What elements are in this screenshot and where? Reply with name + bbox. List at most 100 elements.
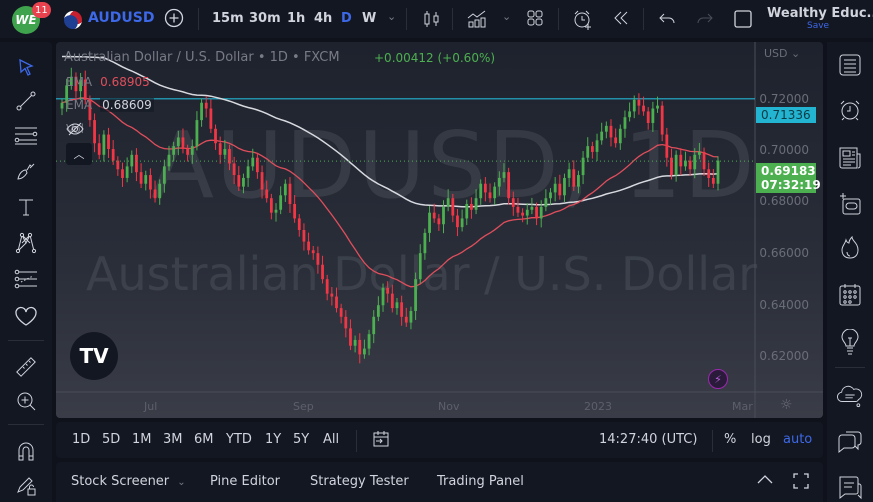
indicators-icon[interactable] — [466, 9, 488, 33]
watchlist-icon[interactable] — [837, 52, 863, 78]
expand-panel-chevron-up-icon[interactable] — [756, 472, 774, 490]
log-scale-toggle[interactable]: log — [751, 432, 771, 447]
divider — [558, 8, 559, 30]
text-tool-icon[interactable] — [13, 194, 39, 220]
percent-scale-toggle[interactable]: % — [724, 432, 737, 447]
indicator-ema-fast[interactable]: EMA 0.68905 — [66, 75, 150, 89]
public-chats-icon[interactable] — [837, 428, 863, 454]
private-messages-icon[interactable] — [837, 474, 863, 500]
hotlists-flame-icon[interactable] — [837, 235, 863, 261]
data-window-add-icon[interactable] — [837, 190, 863, 216]
calendar-icon[interactable] — [837, 282, 863, 308]
range-1m[interactable]: 1M — [132, 432, 152, 447]
x-tick: 2023 — [584, 400, 612, 413]
indicator-value: 0.68609 — [100, 98, 154, 112]
interval-30m[interactable]: 30m — [249, 11, 281, 26]
trend-line-icon[interactable] — [13, 88, 39, 114]
cursor-arrow-icon[interactable] — [13, 54, 39, 80]
y-tick: 0.62000 — [759, 349, 809, 363]
symbol-search-button[interactable]: AUDUSD — [88, 10, 155, 26]
magnet-icon[interactable] — [13, 438, 39, 464]
range-5d[interactable]: 5D — [102, 432, 121, 447]
divider — [198, 8, 199, 30]
range-3m[interactable]: 3M — [163, 432, 183, 447]
chart-pane[interactable]: AUDUSD, 1D Australian Dollar / U.S. Doll… — [56, 42, 823, 418]
currency-selector[interactable]: USD ⌄ — [764, 47, 801, 60]
interval-d[interactable]: D — [341, 11, 352, 26]
range-6m[interactable]: 6M — [194, 432, 214, 447]
undo-icon[interactable] — [658, 9, 676, 31]
go-to-date-calendar-icon[interactable] — [372, 430, 390, 452]
collapse-legend-button[interactable]: ︿ — [66, 143, 92, 165]
ideas-lightbulb-icon[interactable] — [837, 329, 863, 355]
interval-15m[interactable]: 15m — [212, 11, 244, 26]
symbol-flag-icon — [64, 11, 82, 29]
range-1y[interactable]: 1Y — [265, 432, 282, 447]
y-tick: 0.66000 — [759, 246, 809, 260]
tradingview-logo[interactable]: TV — [70, 332, 118, 380]
range-1d[interactable]: 1D — [72, 432, 91, 447]
x-tick: Nov — [438, 400, 460, 413]
ruler-measure-icon[interactable] — [13, 354, 39, 380]
tab-pine-editor[interactable]: Pine Editor — [210, 474, 281, 489]
zoom-in-icon[interactable] — [13, 388, 39, 414]
divider — [406, 8, 407, 30]
interval-4h[interactable]: 4h — [314, 11, 333, 26]
divider — [8, 340, 44, 341]
auto-scale-toggle[interactable]: auto — [783, 432, 813, 447]
last-price-label: 0.69183 07:32:19 — [756, 163, 821, 193]
indicators-dropdown-chevron-icon[interactable]: ⌄ — [502, 10, 512, 23]
compare-add-symbol-icon[interactable] — [164, 8, 184, 32]
redo-icon[interactable] — [696, 9, 714, 31]
lightning-icon[interactable]: ⚡ — [708, 369, 728, 389]
range-ytd[interactable]: YTD — [226, 432, 252, 447]
fib-lines-icon[interactable] — [13, 122, 39, 148]
save-status-label[interactable]: Save — [807, 21, 830, 31]
indicator-value: 0.68905 — [100, 75, 150, 89]
layout-grid-icon[interactable] — [526, 9, 544, 31]
indicator-volume[interactable]: Vol — [66, 122, 98, 136]
replay-rewind-icon[interactable] — [612, 9, 630, 31]
candlestick-chart[interactable] — [56, 42, 823, 418]
chats-cloud-icon[interactable] — [837, 382, 863, 408]
fullscreen-square-icon[interactable] — [733, 9, 753, 33]
range-all[interactable]: All — [323, 432, 340, 447]
add-alert-icon[interactable] — [572, 9, 594, 35]
chart-settings-gear-icon[interactable]: ☼ — [780, 397, 793, 413]
y-tick: 0.70000 — [759, 143, 809, 157]
alerts-clock-icon[interactable] — [837, 97, 863, 123]
lock-drawings-pencil-icon[interactable] — [13, 472, 39, 498]
divider — [452, 8, 453, 30]
divider — [643, 8, 644, 30]
interval-w[interactable]: W — [362, 11, 377, 26]
chevron-up-icon: ︿ — [73, 148, 85, 161]
layout-name-button[interactable]: Wealthy Educ... — [767, 6, 873, 21]
drawing-toolbar — [0, 42, 52, 502]
favorites-heart-icon[interactable] — [13, 304, 39, 330]
x-tick: Sep — [293, 400, 314, 413]
brush-icon[interactable] — [13, 158, 39, 184]
chart-title: Australian Dollar / U.S. Dollar • 1D • F… — [64, 50, 340, 65]
news-icon[interactable] — [837, 145, 863, 171]
price-change: +0.00412 (+0.60%) — [374, 51, 496, 65]
tab-trading-panel[interactable]: Trading Panel — [437, 474, 524, 489]
pattern-tool-icon[interactable] — [13, 230, 39, 256]
clock-timezone[interactable]: 14:27:40 (UTC) — [599, 432, 698, 447]
y-tick: 0.68000 — [759, 194, 809, 208]
divider — [8, 424, 44, 425]
divider — [356, 430, 357, 452]
bottom-panel-tabs: Stock Screener ⌄ Pine Editor Strategy Te… — [56, 462, 823, 502]
tab-stock-screener[interactable]: Stock Screener ⌄ — [71, 474, 186, 489]
right-sidebar — [827, 42, 873, 502]
indicator-ema-slow[interactable]: EMA 0.68609 — [66, 98, 154, 112]
interval-1h[interactable]: 1h — [287, 11, 306, 26]
range-5y[interactable]: 5Y — [293, 432, 310, 447]
y-tick: 0.72000 — [759, 92, 809, 106]
divider — [712, 430, 713, 452]
horizontal-line-price-label: 0.71336 — [756, 107, 816, 123]
interval-dropdown-chevron-icon[interactable]: ⌄ — [387, 10, 397, 23]
candles-chart-type-icon[interactable] — [422, 9, 442, 33]
prediction-measure-icon[interactable] — [13, 266, 39, 292]
maximize-panel-icon[interactable] — [792, 472, 810, 494]
tab-strategy-tester[interactable]: Strategy Tester — [310, 474, 409, 489]
